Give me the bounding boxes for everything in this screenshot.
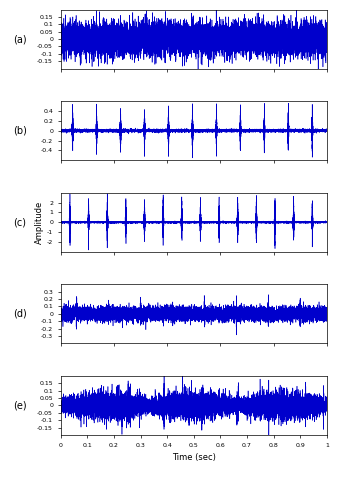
Text: (b): (b) <box>13 126 27 136</box>
Text: (d): (d) <box>13 309 27 319</box>
Text: (a): (a) <box>13 34 26 44</box>
Y-axis label: Amplitude: Amplitude <box>35 201 44 244</box>
Text: (c): (c) <box>13 217 26 227</box>
Text: (e): (e) <box>13 401 26 411</box>
X-axis label: Time (sec): Time (sec) <box>172 453 216 462</box>
